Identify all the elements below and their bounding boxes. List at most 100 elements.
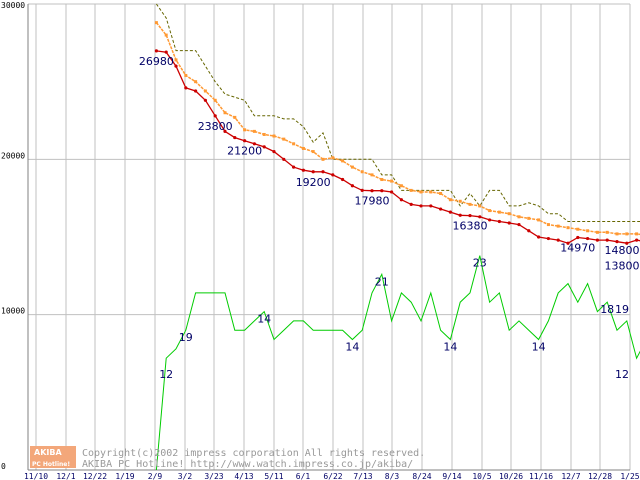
- akiba-logo: [30, 446, 76, 468]
- price-avg-point: [301, 146, 305, 150]
- price-avg-point: [174, 58, 178, 62]
- price-min-point: [605, 238, 609, 242]
- price-min-point: [321, 170, 325, 174]
- series-layer: [154, 3, 640, 471]
- price-data-label: 23800: [198, 120, 233, 133]
- price-min-point: [174, 64, 178, 68]
- price-avg-point: [164, 33, 168, 37]
- price-avg-point: [595, 230, 599, 234]
- y-tick-label: 20000: [1, 151, 25, 160]
- x-tick-label: 4/13: [234, 472, 253, 480]
- price-avg-point: [233, 115, 237, 119]
- price-min-point: [164, 50, 168, 54]
- price-min-point: [341, 177, 345, 182]
- price-min-point: [546, 236, 551, 241]
- price-avg-point: [419, 190, 423, 194]
- price-min-point: [331, 173, 335, 177]
- data-labels: 26980 23800 21200 19200 17980 16380 14970 14800…: [139, 55, 640, 381]
- price-min-point: [282, 157, 286, 161]
- price-data-label: 17980: [355, 195, 390, 208]
- price-min-point: [439, 207, 443, 211]
- price-min-point: [448, 210, 452, 214]
- x-tick-label: 10/26: [499, 472, 523, 480]
- price-avg-point: [154, 21, 158, 25]
- x-tick-label: 1/25: [620, 472, 639, 480]
- price-avg-point: [605, 230, 609, 234]
- count-data-label: 21: [375, 275, 389, 288]
- price-min-point: [184, 86, 188, 90]
- price-min-point: [586, 236, 590, 241]
- price-avg-point: [213, 98, 217, 102]
- price-min-point: [350, 184, 354, 188]
- x-tick-label: 12/22: [83, 472, 107, 480]
- x-tick-label: 6/1: [296, 472, 311, 480]
- count-data-label: 12: [615, 368, 629, 381]
- price-avg-point: [566, 226, 570, 230]
- price-min-point: [301, 168, 305, 172]
- price-min-point: [203, 98, 207, 102]
- price-avg-point: [390, 179, 394, 183]
- price-min-point: [243, 139, 247, 143]
- price-avg-point: [243, 128, 247, 132]
- x-tick-label: 3/23: [204, 472, 223, 480]
- x-tick-label: 5/11: [264, 472, 283, 480]
- price-avg-point: [223, 111, 227, 115]
- count-data-label: 14: [257, 313, 271, 326]
- price-avg-point: [203, 89, 207, 93]
- price-min-point: [527, 229, 531, 233]
- price-min-point: [576, 235, 580, 240]
- y-tick-label: 0: [1, 462, 6, 471]
- count-data-label: 14: [532, 341, 546, 354]
- count-data-label: 14: [443, 341, 457, 354]
- price-avg-point: [527, 216, 531, 220]
- price-avg-point: [556, 224, 560, 228]
- x-tick-label: 10/5: [472, 472, 491, 480]
- logo-bottom-text: PC Hotline!: [32, 461, 70, 468]
- price-avg-point: [478, 204, 482, 208]
- shop-count-line: [155, 255, 640, 471]
- price-min-point: [311, 170, 315, 174]
- price-avg-point: [252, 129, 256, 133]
- price-avg-point: [370, 173, 374, 177]
- x-tick-label: 11/16: [529, 472, 553, 480]
- price-min-point: [497, 219, 501, 224]
- x-axis-ticks: 11/10 12/1 12/22 1/19 2/9 3/2 3/23 4/13 5/11 6/1 6…: [24, 472, 640, 480]
- price-avg-point: [341, 159, 345, 163]
- footer: AKIBA PC Hotline! Copyright(c)2002 impre…: [30, 446, 425, 470]
- price-avg-point: [350, 165, 354, 169]
- x-tick-label: 6/22: [323, 472, 342, 480]
- x-tick-label: 12/28: [588, 472, 612, 480]
- price-avg-point: [439, 192, 443, 196]
- price-avg-point: [409, 188, 413, 192]
- price-data-label: 13800: [605, 260, 640, 273]
- count-data-label: 19: [179, 331, 193, 344]
- price-avg-point: [292, 142, 296, 146]
- price-data-label: 21200: [227, 145, 262, 158]
- y-tick-label: 30000: [1, 1, 25, 10]
- price-avg-point: [615, 232, 619, 236]
- price-data-label: 26980: [139, 55, 174, 68]
- x-tick-label: 12/1: [56, 472, 75, 480]
- price-avg-point: [321, 157, 325, 161]
- price-avg-point: [429, 190, 433, 194]
- price-min-point: [252, 142, 256, 146]
- price-min-point: [194, 89, 198, 93]
- price-min-point: [233, 135, 237, 140]
- price-min-point: [223, 129, 227, 133]
- price-min-point: [380, 189, 384, 193]
- x-tick-label: 8/24: [412, 472, 431, 480]
- x-tick-label: 7/13: [353, 472, 372, 480]
- x-tick-label: 8/3: [385, 472, 400, 480]
- x-tick-label: 11/10: [24, 472, 48, 480]
- count-data-label: 18: [600, 303, 614, 316]
- price-avg-point: [517, 215, 521, 219]
- price-avg-point: [331, 156, 335, 160]
- price-avg-point: [399, 184, 403, 188]
- price-avg-point: [448, 198, 452, 202]
- count-data-label: 12: [159, 368, 173, 381]
- price-avg-point: [576, 227, 580, 231]
- price-avg-point: [537, 218, 541, 222]
- price-min-point: [488, 218, 492, 222]
- price-avg-point: [360, 170, 364, 174]
